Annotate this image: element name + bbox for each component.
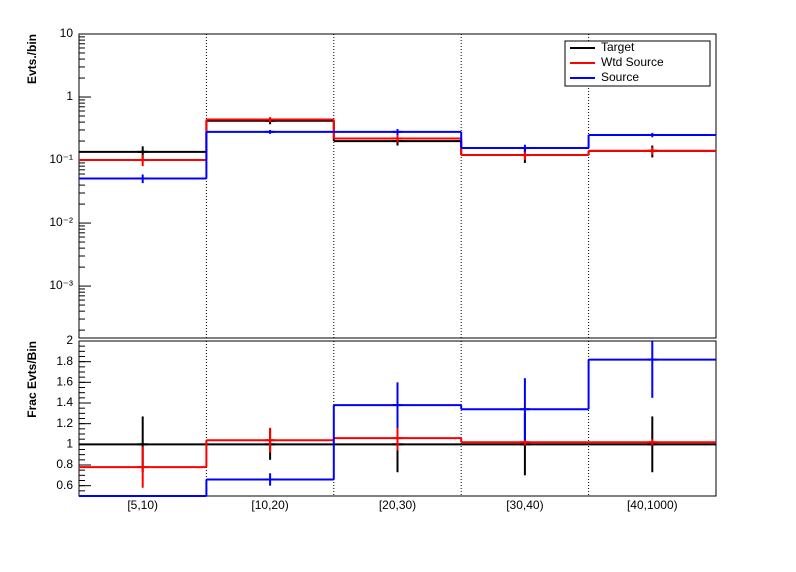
x-tick-label: [40,1000): [627, 498, 678, 512]
y-tick-label: 1.4: [56, 395, 73, 409]
y-tick-label: 10⁻¹: [49, 152, 73, 166]
y-tick-label: 0.6: [56, 478, 73, 492]
x-tick-label: [20,30): [379, 498, 416, 512]
y-tick-label: 0.8: [56, 457, 73, 471]
y-tick-label: 1.8: [56, 354, 73, 368]
x-tick-label: [30,40): [506, 498, 543, 512]
plot-frame: [78, 33, 717, 339]
y-tick-label: 10⁻³: [49, 278, 73, 292]
y-tick-label: 2: [66, 333, 73, 347]
y-tick-label: 10: [60, 26, 74, 40]
y-axis-title: Frac Evts/Bin: [25, 341, 39, 418]
legend-label: Wtd Source: [601, 55, 664, 69]
y-tick-label: 1: [66, 89, 73, 103]
y-tick-label: 1: [66, 437, 73, 451]
y-tick-label: 1.6: [56, 375, 73, 389]
y-axis-title: Evts./bin: [25, 34, 39, 84]
y-tick-label: 1.2: [56, 416, 73, 430]
x-tick-label: [5,10): [127, 498, 158, 512]
legend-label: Target: [601, 40, 635, 54]
x-tick-label: [10,20): [251, 498, 288, 512]
y-tick-label: 10⁻²: [49, 215, 73, 229]
legend-label: Source: [601, 70, 639, 84]
